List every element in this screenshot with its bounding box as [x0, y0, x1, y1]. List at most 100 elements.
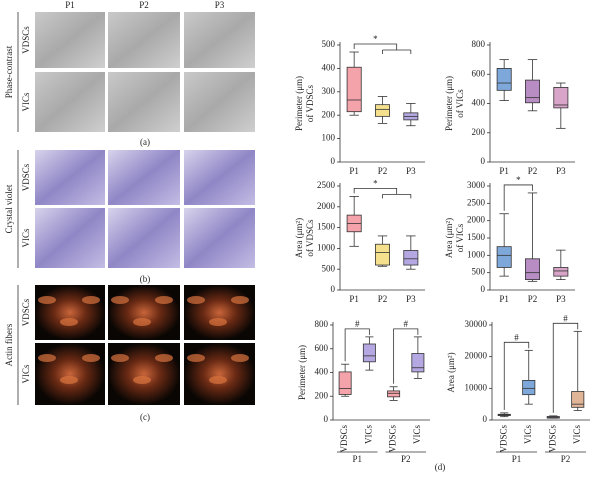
y-tick-label: 2000	[467, 215, 486, 225]
box	[375, 104, 390, 117]
micrograph	[108, 285, 180, 340]
x-tick-label: VICs	[572, 425, 582, 444]
significance-bracket	[503, 184, 533, 211]
y-tick-label: 800	[472, 39, 486, 49]
y-axis-label: of VDSCs	[305, 84, 315, 122]
x-tick-label: P3	[556, 166, 566, 176]
y-tick-label: 600	[315, 343, 329, 353]
column-label: P2	[139, 0, 149, 10]
cell	[133, 376, 151, 384]
micrograph	[35, 12, 105, 68]
box	[411, 353, 425, 373]
cell	[231, 296, 249, 304]
significance-label: *	[516, 175, 521, 185]
row-label: VDSCs	[21, 163, 31, 191]
x-tick-label: P2	[378, 294, 388, 304]
y-tick-label: 0	[481, 284, 486, 294]
x-tick-label: P2	[378, 166, 388, 176]
box	[553, 87, 569, 109]
y-axis-label: Perimeter (μm)	[297, 345, 307, 400]
panel-label: (c)	[140, 412, 150, 422]
y-tick-label: 1000	[317, 242, 336, 252]
micrograph	[108, 150, 180, 205]
box	[403, 250, 419, 266]
x-tick-label: P1	[499, 294, 509, 304]
significance-bracket	[353, 43, 412, 55]
x-tick-label: P3	[406, 294, 416, 304]
y-tick-label: 100	[322, 133, 336, 143]
significance-bracket	[552, 322, 579, 413]
group-label: P1	[352, 454, 362, 464]
y-tick-label: 600	[472, 68, 486, 78]
significance-bracket	[503, 341, 530, 410]
y-tick-label: 1500	[317, 222, 336, 232]
x-tick-label: P3	[556, 294, 566, 304]
box	[571, 391, 585, 408]
row-label: VICs	[21, 364, 31, 383]
y-tick-label: 500	[472, 267, 486, 277]
stain-label: Actin fibers	[4, 323, 14, 366]
y-axis-label: Area (μm²)	[444, 218, 454, 258]
cell	[187, 296, 205, 304]
y-tick-label: 200	[322, 109, 336, 119]
micrograph	[108, 72, 180, 132]
y-tick-label: 400	[472, 98, 486, 108]
x-tick-label: VICs	[412, 425, 422, 444]
micrograph	[184, 72, 255, 132]
micrograph	[184, 150, 255, 205]
box	[522, 380, 536, 396]
y-axis-label: of VICs	[455, 223, 465, 252]
cell	[209, 318, 227, 326]
x-tick-label: P1	[349, 294, 359, 304]
y-tick-label: 0	[331, 284, 336, 294]
column-label: P1	[65, 0, 75, 10]
row-label: VDSCs	[21, 26, 31, 54]
micrograph	[184, 285, 255, 340]
box	[553, 267, 569, 277]
box	[496, 68, 512, 91]
significance-label: #	[355, 319, 360, 329]
group-label: P1	[512, 454, 522, 464]
significance-label: #	[563, 313, 568, 323]
x-tick-label: P3	[406, 166, 416, 176]
micrograph	[108, 12, 180, 68]
y-tick-label: 2000	[317, 201, 336, 211]
y-tick-label: 0	[483, 414, 488, 424]
significance-label: #	[514, 332, 519, 342]
x-tick-label: VDSCs	[339, 425, 349, 453]
panel-label: (b)	[140, 274, 151, 284]
stain-label: Crystal violet	[4, 184, 14, 233]
cell	[155, 354, 173, 362]
micrograph	[108, 343, 180, 405]
box	[496, 246, 512, 268]
cell	[38, 296, 56, 304]
y-tick-label: 2500	[467, 197, 486, 207]
row-label: VDSCs	[21, 298, 31, 326]
cell	[209, 376, 227, 384]
cell	[231, 354, 249, 362]
y-tick-label: 30000	[465, 319, 488, 329]
x-tick-label: VDSCs	[498, 425, 508, 453]
y-tick-label: 0	[481, 156, 486, 166]
row-label: VICs	[21, 92, 31, 111]
y-axis-label: Perimeter (μm)	[294, 76, 304, 131]
x-tick-label: VICs	[523, 425, 533, 444]
y-tick-label: 1000	[467, 249, 486, 259]
y-tick-label: 3000	[467, 180, 486, 190]
micrograph	[35, 72, 105, 132]
y-tick-label: 300	[322, 86, 336, 96]
y-tick-label: 800	[315, 319, 329, 329]
significance-label: #	[404, 319, 409, 329]
y-tick-label: 200	[472, 127, 486, 137]
panel-label: (d)	[435, 462, 446, 472]
cell	[111, 296, 129, 304]
cell	[155, 296, 173, 304]
micrograph	[35, 208, 105, 268]
y-axis-label: Perimeter (μm)	[444, 76, 454, 131]
y-axis-label: Area (μm²)	[294, 218, 304, 258]
y-tick-label: 500	[322, 263, 336, 273]
y-tick-label: 400	[322, 62, 336, 72]
y-tick-label: 2500	[317, 180, 336, 190]
column-label: P3	[215, 0, 225, 10]
